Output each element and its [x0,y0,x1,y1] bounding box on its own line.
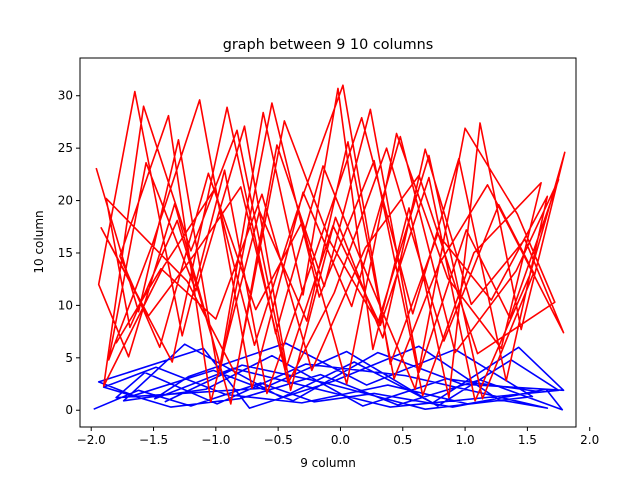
x-tick-label: 0.5 [393,433,412,447]
y-tick-label: 25 [58,141,73,155]
x-axis: −2.0 −1.5 −1.0 −0.5 0.0 0.5 1.0 1.5 2.0 [77,427,599,447]
x-tick-label: −1.0 [201,433,230,447]
y-tick-label: 30 [58,89,73,103]
y-tick-label: 5 [65,351,73,365]
x-tick-label: 1.5 [518,433,537,447]
y-tick-label: 0 [65,403,73,417]
x-tick-label: −0.5 [264,433,293,447]
y-tick-label: 15 [58,246,73,260]
x-tick-label: 2.0 [580,433,599,447]
x-tick-label: −2.0 [77,433,106,447]
y-axis-title: 10 column [32,210,46,273]
chart-title: graph between 9 10 columns [223,37,434,53]
plot-lines [93,84,566,411]
y-axis: 0 5 10 15 20 25 30 [58,89,80,417]
plot-frame [79,57,577,428]
series-line-2 [95,84,566,405]
y-tick-label: 10 [58,298,73,312]
x-tick-label: 1.0 [456,433,475,447]
x-tick-label: 0.0 [331,433,350,447]
x-axis-title: 9 column [300,456,356,470]
x-tick-label: −1.5 [139,433,168,447]
y-tick-label: 20 [58,194,73,208]
